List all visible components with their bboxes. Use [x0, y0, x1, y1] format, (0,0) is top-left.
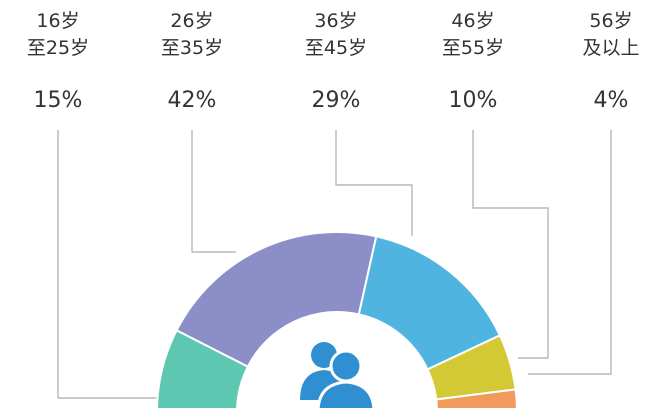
donut-slice — [175, 231, 378, 368]
leader-line — [528, 130, 612, 375]
leader-line — [472, 130, 549, 359]
value-label: 10% — [448, 88, 498, 113]
category-label: 36岁 至45岁 — [304, 10, 368, 59]
donut-slice — [435, 388, 518, 408]
leader-line — [191, 130, 236, 253]
category-label: 16岁 至25岁 — [26, 10, 90, 59]
category-label: 46岁 至55岁 — [441, 10, 505, 59]
category-label: 56岁 及以上 — [582, 10, 640, 59]
value-label: 29% — [311, 88, 361, 113]
value-label: 42% — [167, 88, 217, 113]
value-label: 15% — [33, 88, 83, 113]
people-icon — [300, 342, 376, 408]
leader-line — [335, 130, 413, 236]
leader-line — [57, 130, 160, 399]
leader-lines — [57, 130, 612, 399]
value-label: 4% — [593, 88, 629, 113]
category-label: 26岁 至35岁 — [160, 10, 224, 59]
